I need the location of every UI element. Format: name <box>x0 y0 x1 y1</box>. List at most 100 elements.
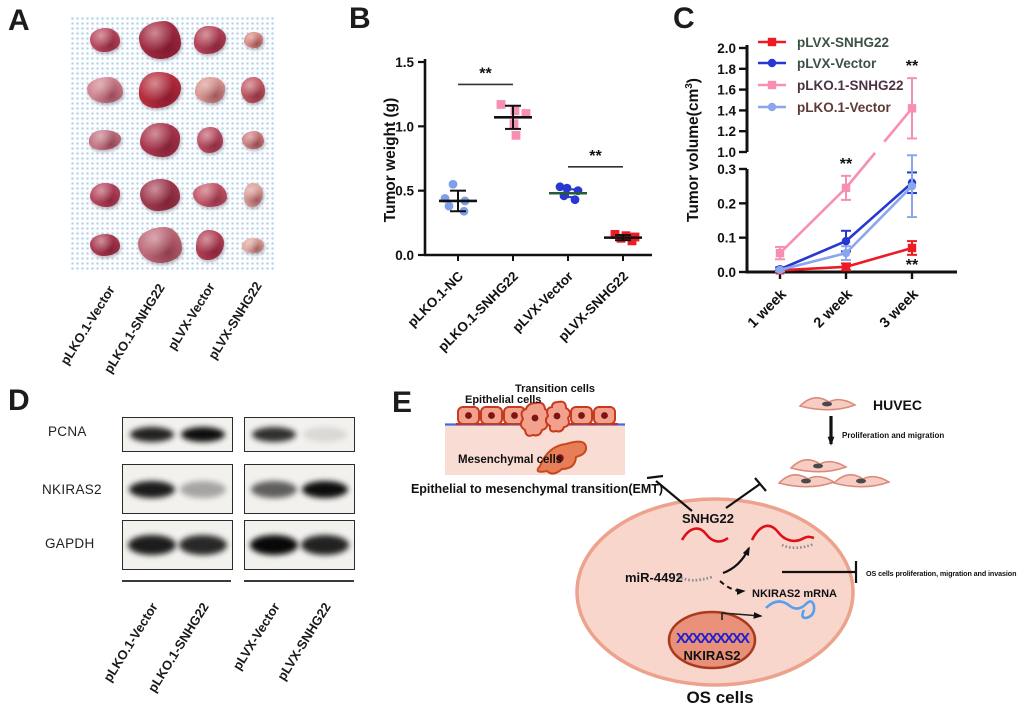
tumor-specimen <box>242 237 264 253</box>
tumor-specimen <box>87 77 123 103</box>
legend-label: pLKO.1-SNHG22 <box>797 78 904 93</box>
sponge-arrow <box>722 546 750 575</box>
blot-box <box>244 520 355 570</box>
tumor-specimen <box>140 123 180 157</box>
y-tick-label: 1.4 <box>717 103 736 118</box>
tumor-photo <box>70 16 276 270</box>
os-cell-body <box>575 497 855 687</box>
dna-helix: XXXXXXXXX <box>676 630 750 647</box>
cell-nucleus-dot <box>465 412 472 419</box>
y-tick-label: 1.0 <box>395 119 414 134</box>
os-cells-label: OS cells <box>686 688 753 707</box>
inhibit-line-emt <box>655 480 693 512</box>
tumor-specimen <box>140 179 180 211</box>
data-point <box>511 130 521 140</box>
y-tick-label: 0.3 <box>717 162 736 177</box>
tumor-grid <box>70 16 276 270</box>
y-tick-label: 1.2 <box>717 124 736 139</box>
legend-label: pLVX-SNHG22 <box>797 35 889 50</box>
y-axis-label: Tumor volume(cm3) <box>684 78 702 222</box>
snhg22-rna-wave-bound <box>750 524 815 543</box>
nucleus <box>667 610 757 670</box>
y-tick-label: 0.1 <box>717 231 736 246</box>
blot-box <box>244 464 355 514</box>
y-tick-label: 0.5 <box>395 184 414 199</box>
tumor-specimen <box>139 21 181 59</box>
protein-band <box>128 535 177 555</box>
y-axis-label: Tumor weight (g) <box>382 98 399 223</box>
y-tick-label: 0.2 <box>717 196 736 211</box>
significance-stars: ** <box>479 65 492 82</box>
tumor-specimen <box>243 32 263 48</box>
cell-nucleus-dot <box>488 412 495 419</box>
tumor-volume-chart: 1.01.21.41.61.82.00.00.10.20.31 week 2 we… <box>684 35 957 331</box>
blot-row-label-nkiras2: NKIRAS2 <box>42 482 102 497</box>
tumor-specimen <box>90 234 120 256</box>
protein-band <box>130 427 175 442</box>
tumor-specimen <box>241 77 265 103</box>
huvec-label: HUVEC <box>873 397 922 413</box>
data-point <box>907 104 917 113</box>
transition-cells-label: Transition cells <box>515 383 595 395</box>
protein-band <box>178 535 227 555</box>
blot-box <box>244 417 355 452</box>
panel-b-letter: B <box>349 2 371 35</box>
inhibit-line-huvec <box>725 483 761 509</box>
tumor-specimen <box>242 131 264 149</box>
bound-mirna-hatch <box>781 542 815 550</box>
transcription-arrow <box>721 612 763 620</box>
mechanism-diagram: Transition cells Epithelial cells Mesenc… <box>411 383 1017 707</box>
blot-underline <box>244 580 354 582</box>
blot-row-label-gapdh: GAPDH <box>45 536 95 551</box>
y-tick-label: 0.0 <box>717 265 736 280</box>
mir4492-hatch <box>677 574 713 582</box>
huvec-cell <box>833 474 890 488</box>
tumor-specimen <box>138 227 182 263</box>
mesenchymal-cells-label: Mesenchymal cells <box>458 454 562 466</box>
tumor-specimen <box>243 183 263 207</box>
data-point <box>509 119 519 129</box>
epithelial-cell-row <box>457 400 616 437</box>
protein-band <box>302 427 347 442</box>
cell-nucleus-dot <box>531 414 539 422</box>
data-point <box>444 201 454 211</box>
blot-box <box>122 417 233 452</box>
blot-underline <box>122 580 231 582</box>
inhibit-cap-huvec <box>754 477 767 492</box>
data-point <box>767 80 777 90</box>
data-point <box>775 265 785 275</box>
mir4492-label: miR-4492 <box>625 570 683 585</box>
y-tick-label: 1.6 <box>717 83 736 98</box>
data-point <box>775 248 785 258</box>
huvec-cell <box>799 397 856 411</box>
tumor-specimen <box>90 183 120 207</box>
significance-stars: ** <box>840 156 853 173</box>
data-point <box>767 58 777 68</box>
data-point <box>627 236 637 246</box>
y-tick-label: 1.0 <box>717 145 736 160</box>
data-point <box>767 102 777 112</box>
blot-box <box>122 464 233 514</box>
target-dashed-arrow <box>719 580 746 595</box>
nkiras2-mrna-label: NKIRAS2 mRNA <box>752 588 837 600</box>
protein-band <box>180 427 225 442</box>
tumor-specimen <box>89 130 121 150</box>
data-point <box>496 100 506 109</box>
y-tick-label: 2.0 <box>717 41 736 56</box>
legend-label: pLVX-Vector <box>797 56 877 71</box>
protein-band <box>252 427 297 442</box>
data-point <box>767 37 777 47</box>
inhibit-cap-emt <box>646 474 664 480</box>
protein-band <box>250 535 299 555</box>
data-point <box>510 106 520 116</box>
data-point <box>841 262 851 272</box>
proliferation-label: Proliferation and migration <box>842 431 944 440</box>
blot-row-label-pcna: PCNA <box>48 424 87 439</box>
y-tick-label: 0.0 <box>395 248 414 263</box>
y-tick-label: 1.8 <box>717 62 736 77</box>
blot-box <box>122 520 233 570</box>
cell-nucleus-dot <box>578 412 585 419</box>
